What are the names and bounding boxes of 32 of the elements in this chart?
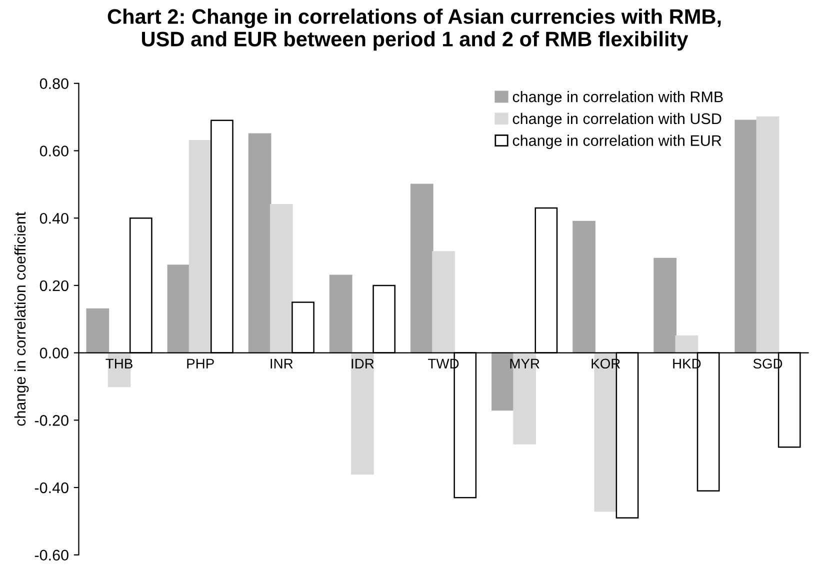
bar — [675, 335, 698, 354]
bar — [248, 133, 272, 354]
y-tick-label: -0.60 — [34, 550, 68, 561]
x-tick-label: THB — [106, 358, 132, 368]
bar — [756, 116, 780, 354]
bar — [432, 251, 455, 354]
x-tick-label: INR — [270, 358, 293, 368]
y-axis-title: change in correlation coefficient — [14, 212, 29, 426]
bar — [734, 120, 758, 354]
legend-label: change in correlation with RMB — [512, 91, 723, 106]
bar — [188, 140, 212, 354]
y-tick-label: 0.00 — [40, 348, 68, 358]
legend-label: change in correlation with EUR — [512, 134, 722, 150]
y-tick-label: 0.40 — [40, 212, 68, 224]
x-tick-label: IDR — [352, 358, 374, 368]
bar — [270, 204, 293, 354]
bar — [86, 308, 110, 354]
y-tick-label: -0.40 — [34, 482, 68, 494]
bar — [167, 264, 190, 354]
y-tick-label: 0.60 — [40, 146, 68, 156]
bar — [351, 352, 374, 475]
chart-title: Chart 2: Change in correlations of Asian currencies with RMB, USD and EUR between period 1 and 2 of RMB flexibility — [108, 8, 721, 51]
y-tick-label: 0.20 — [40, 280, 68, 292]
y-tick-label: -0.20 — [34, 415, 68, 426]
bar — [572, 220, 596, 354]
bar — [410, 184, 434, 354]
x-tick-label: PHP — [187, 358, 214, 368]
legend-label: change in correlation with USD — [512, 112, 722, 128]
x-tick-label: MYR — [510, 358, 540, 368]
bar — [654, 258, 677, 354]
bar — [329, 274, 352, 354]
y-tick-label: 0.80 — [40, 78, 68, 90]
